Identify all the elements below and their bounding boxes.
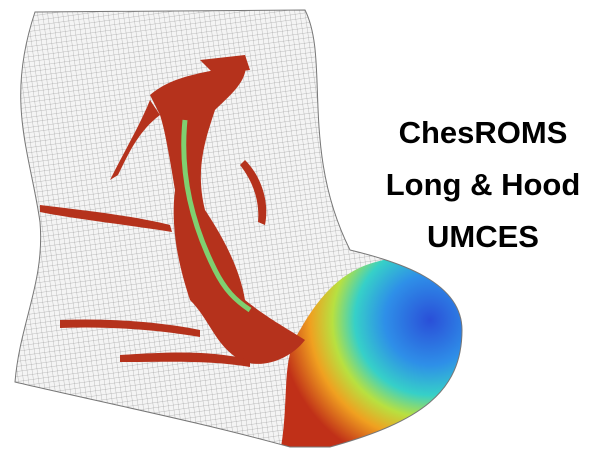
caption-line: Long & Hood bbox=[386, 167, 581, 202]
page: ChesROMS Long & Hood UMCES (() => { cons… bbox=[0, 0, 601, 453]
caption-line: UMCES bbox=[427, 219, 539, 254]
figure: ChesROMS Long & Hood UMCES bbox=[0, 0, 601, 453]
caption-line: ChesROMS bbox=[399, 115, 568, 150]
